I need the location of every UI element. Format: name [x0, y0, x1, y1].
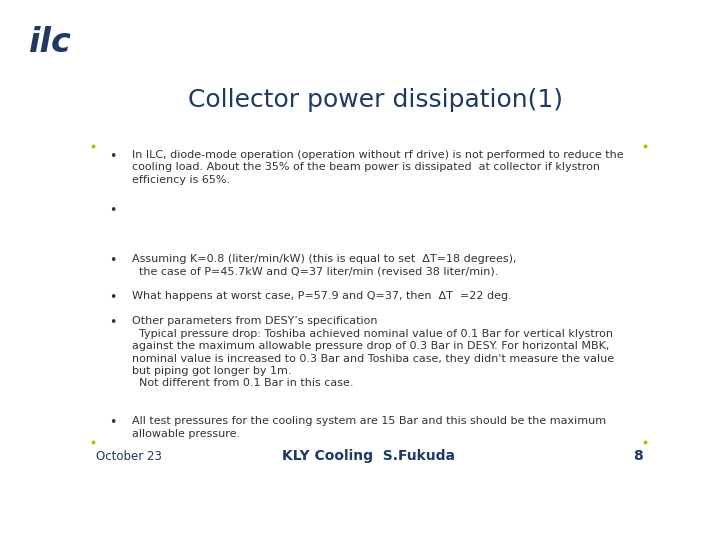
Text: All test pressures for the cooling system are 15 Bar and this should be the maxi: All test pressures for the cooling syste…	[132, 416, 606, 438]
Text: •: •	[109, 291, 116, 303]
Text: (revised)kW.: (revised)kW.	[200, 226, 269, 237]
Text: 58.9: 58.9	[176, 226, 200, 237]
Text: What happens at worst case, P=57.9 and Q=37, then  ΔT  =22 deg.: What happens at worst case, P=57.9 and Q…	[132, 291, 512, 301]
Text: •: •	[109, 254, 116, 267]
Text: collector load is 45.7-: collector load is 45.7-	[132, 215, 252, 225]
Text: ilc: ilc	[29, 26, 72, 59]
Text: •: •	[109, 150, 116, 163]
Text: •: •	[109, 416, 116, 429]
Text: Other parameters from DESY’s specification
  Typical pressure drop: Toshiba achi: Other parameters from DESY’s specificati…	[132, 316, 614, 388]
Text: 47.2: 47.2	[252, 215, 277, 225]
Text: to 57.9-: to 57.9-	[132, 226, 176, 237]
Text: October 23: October 23	[96, 450, 161, 463]
Text: 8: 8	[633, 449, 642, 463]
Text: In ILC, diode-mode operation (operation without rf drive) is not performed to re: In ILC, diode-mode operation (operation …	[132, 150, 624, 185]
Text: (revised)kW. Worst case of 8.5MW, collector load increased: (revised)kW. Worst case of 8.5MW, collec…	[277, 215, 607, 225]
Text: •: •	[109, 204, 116, 217]
Text: From Chris Adolphsen’s Cooling informations(2006/11/20 and 26(revised)), average: From Chris Adolphsen’s Cooling informati…	[132, 204, 607, 239]
Text: KLY Cooling  S.Fukuda: KLY Cooling S.Fukuda	[282, 449, 456, 463]
Text: •: •	[109, 316, 116, 329]
Text: Assuming K=0.8 (liter/min/kW) (this is equal to set  ΔT=18 degrees),
  the case : Assuming K=0.8 (liter/min/kW) (this is e…	[132, 254, 516, 276]
Text: From Chris Adolphsen’s Cooling informations(2006/11/20 and: From Chris Adolphsen’s Cooling informati…	[132, 204, 477, 214]
Text: Collector power dissipation(1): Collector power dissipation(1)	[188, 87, 562, 112]
Text: 26(revised): 26(revised)	[477, 204, 541, 214]
Bar	[131, 200, 624, 240]
Text: ), average: ), average	[541, 204, 598, 214]
